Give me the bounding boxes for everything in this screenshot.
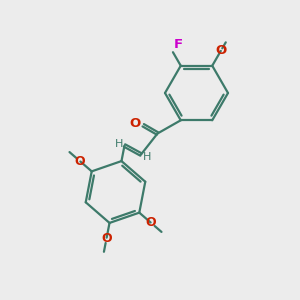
- Text: O: O: [101, 232, 112, 245]
- Text: O: O: [146, 216, 156, 230]
- Text: F: F: [174, 38, 183, 51]
- Text: H: H: [115, 139, 123, 149]
- Text: H: H: [143, 152, 151, 163]
- Text: O: O: [75, 154, 85, 168]
- Text: O: O: [130, 117, 141, 130]
- Text: O: O: [216, 44, 227, 57]
